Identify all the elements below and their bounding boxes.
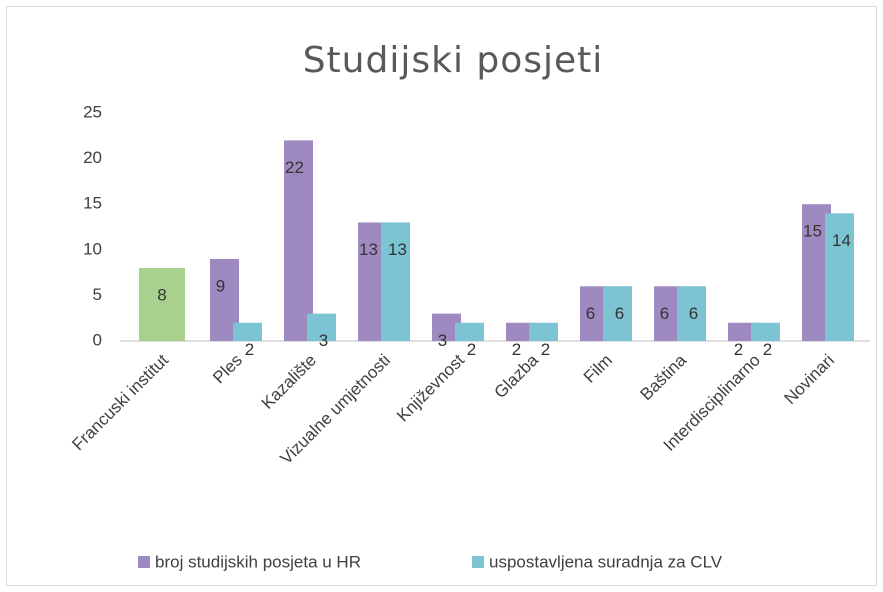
- value-label: 2: [245, 340, 254, 359]
- value-label: 8: [157, 286, 166, 305]
- value-label: 6: [660, 304, 669, 323]
- chart-title: Studijski posjeti: [303, 40, 604, 81]
- bar: [728, 322, 757, 341]
- bar: [677, 286, 706, 341]
- legend-label: uspostavljena suradnja za CLV: [489, 552, 723, 571]
- legend-label: broj studijskih posjeta u HR: [155, 552, 361, 571]
- y-tick-label: 15: [83, 194, 102, 213]
- bar: [751, 322, 780, 341]
- y-tick-label: 5: [93, 285, 102, 304]
- value-label: 2: [541, 340, 550, 359]
- value-label: 13: [388, 240, 407, 259]
- bar: [529, 322, 558, 341]
- bar: [233, 322, 262, 341]
- value-label: 2: [734, 340, 743, 359]
- value-label: 2: [467, 340, 476, 359]
- chart-border: [6, 6, 877, 586]
- legend-swatch: [472, 556, 484, 568]
- legend-swatch: [138, 556, 150, 568]
- value-label: 15: [803, 222, 822, 241]
- value-label: 14: [832, 231, 851, 250]
- bar: [825, 213, 854, 341]
- value-label: 6: [615, 304, 624, 323]
- bar: [307, 313, 336, 341]
- value-label: 3: [319, 331, 328, 350]
- value-label: 6: [586, 304, 595, 323]
- value-label: 9: [216, 276, 225, 295]
- y-tick-label: 10: [83, 239, 102, 258]
- bar: [284, 140, 313, 341]
- value-label: 13: [359, 240, 378, 259]
- value-label: 6: [689, 304, 698, 323]
- bar: [455, 322, 484, 341]
- bar: [381, 222, 410, 341]
- bar: [506, 322, 535, 341]
- value-label: 2: [763, 340, 772, 359]
- y-tick-label: 20: [83, 148, 102, 167]
- value-label: 3: [438, 331, 447, 350]
- bar: [139, 268, 185, 341]
- value-label: 2: [512, 340, 521, 359]
- value-label: 22: [285, 158, 304, 177]
- y-tick-label: 0: [93, 330, 102, 349]
- bar: [603, 286, 632, 341]
- y-tick-label: 25: [83, 102, 102, 121]
